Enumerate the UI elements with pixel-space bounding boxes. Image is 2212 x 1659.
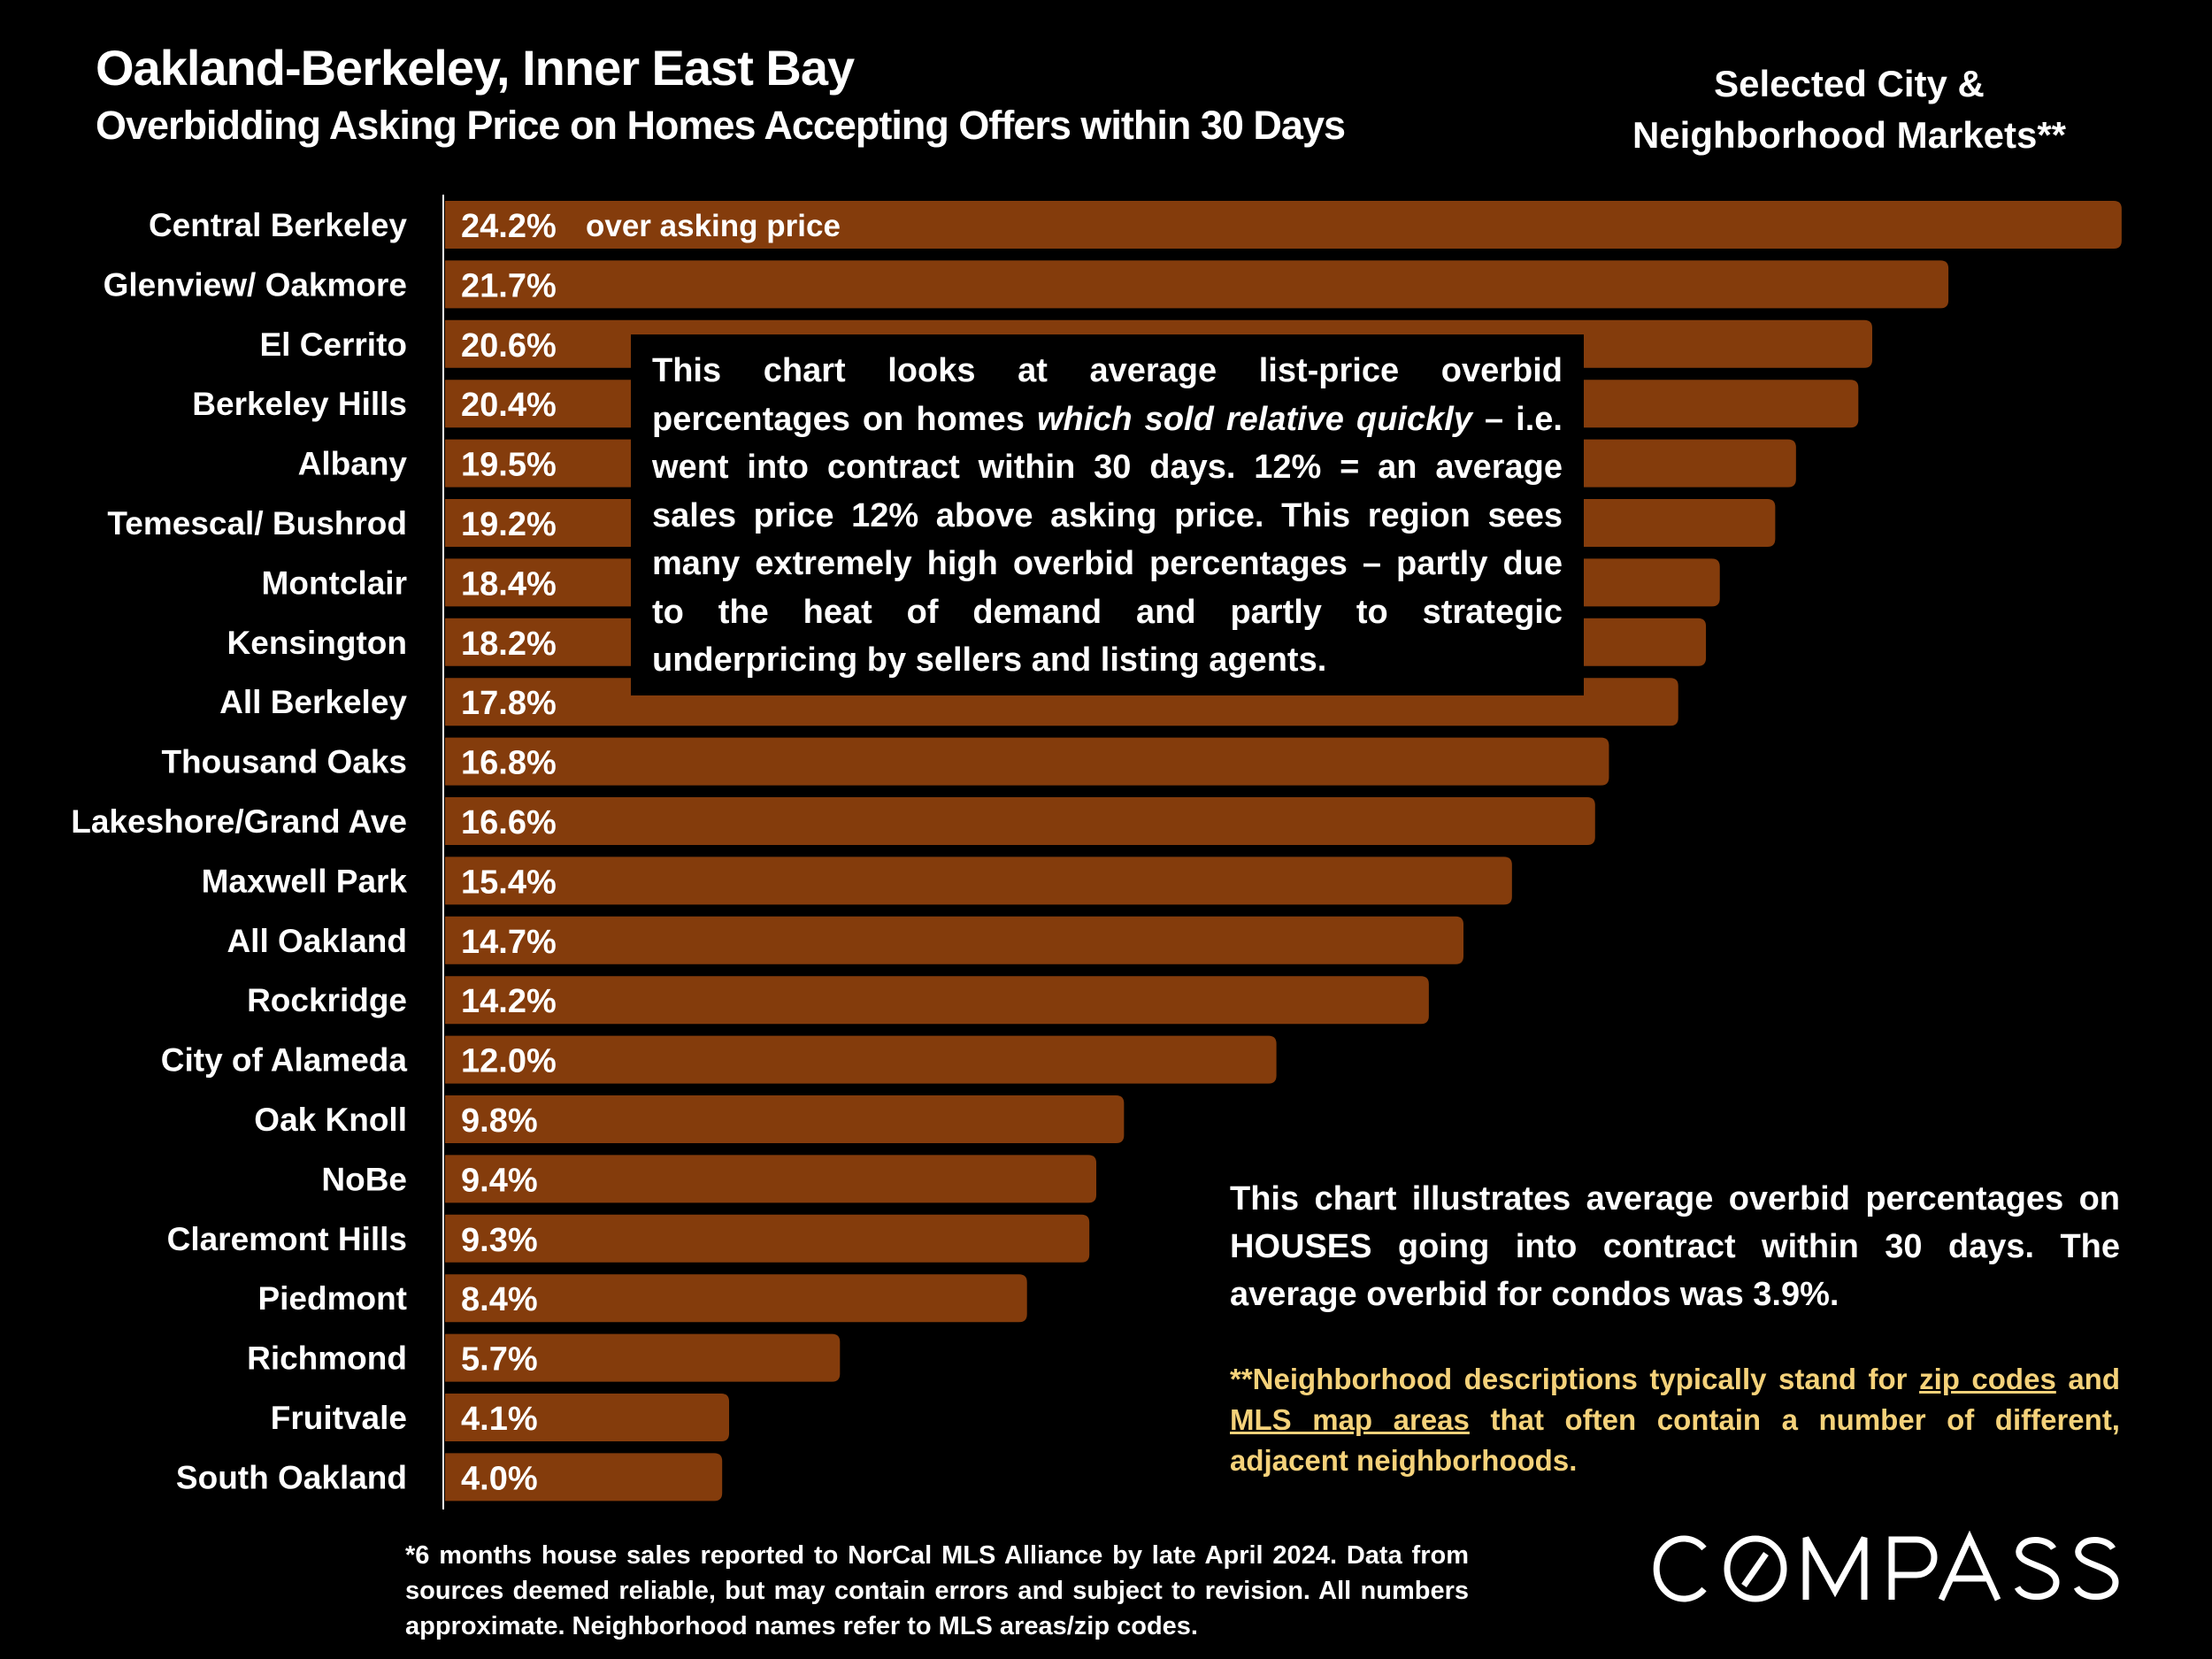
value-label: 19.2% <box>461 506 557 543</box>
category-label: All Berkeley <box>219 684 407 720</box>
neighborhood-note: **Neighborhood descriptions typically st… <box>1230 1359 2120 1481</box>
value-label: 12.0% <box>461 1043 557 1080</box>
zip-codes-link[interactable]: zip codes <box>1919 1363 2056 1395</box>
neighborhood-note-suffix: that often contain a number of different… <box>1230 1403 2120 1477</box>
bar-piedmont <box>445 1274 1027 1323</box>
neighborhood-note-mid: and <box>2055 1363 2120 1395</box>
value-label: 9.8% <box>461 1102 538 1140</box>
category-label: Fruitvale <box>271 1400 407 1436</box>
category-label: Glenview/ Oakmore <box>104 266 407 303</box>
category-label: Claremont Hills <box>167 1221 407 1257</box>
side-title-line1: Selected City & <box>1714 63 1985 104</box>
value-label: 16.8% <box>461 745 557 782</box>
category-label: All Oakland <box>227 923 407 959</box>
category-label: Central Berkeley <box>149 207 407 243</box>
bar-maxwell-park <box>445 856 1512 905</box>
value-label: 17.8% <box>461 685 557 722</box>
info-box: This chart looks at average list-price o… <box>631 334 1584 695</box>
side-title: Selected City & Neighborhood Markets** <box>1575 58 2124 161</box>
value-label: 24.2% <box>461 208 557 245</box>
value-label: 15.4% <box>461 864 557 901</box>
category-label: Lakeshore/Grand Ave <box>71 803 407 840</box>
value-label: 4.0% <box>461 1460 538 1497</box>
category-label: Richmond <box>247 1340 407 1377</box>
bar-oak-knoll <box>445 1095 1125 1143</box>
bar-central-berkeley <box>445 201 2122 249</box>
value-label: 14.7% <box>461 924 557 961</box>
bar-fruitvale <box>445 1394 730 1441</box>
category-label: City of Alameda <box>161 1042 408 1079</box>
category-label: Berkeley Hills <box>192 386 407 422</box>
value-label: 19.5% <box>461 447 557 484</box>
page-title: Oakland-Berkeley, Inner East Bay <box>96 40 855 96</box>
value-label: 18.2% <box>461 626 557 663</box>
value-label: 21.7% <box>461 267 557 304</box>
value-label: 14.2% <box>461 983 557 1020</box>
value-label: 20.6% <box>461 327 557 365</box>
category-label: Montclair <box>262 565 407 601</box>
value-label: 8.4% <box>461 1281 538 1318</box>
bar-rockridge <box>445 976 1429 1025</box>
category-label: NoBe <box>321 1161 407 1197</box>
bar-richmond <box>445 1333 841 1382</box>
bar-south-oakland <box>445 1453 723 1502</box>
side-title-line2: Neighborhood Markets** <box>1632 114 2067 156</box>
bar-claremont-hills <box>445 1214 1090 1263</box>
bar-lakeshore-grand-ave <box>445 797 1595 845</box>
neighborhood-note-prefix: **Neighborhood descriptions typically st… <box>1230 1363 1920 1395</box>
value-label: 4.1% <box>461 1401 538 1438</box>
value-label: 5.7% <box>461 1341 538 1379</box>
houses-note: This chart illustrates average overbid p… <box>1230 1180 2120 1313</box>
value-label: 18.4% <box>461 565 557 603</box>
bar-glenview-oakmore <box>445 260 1949 309</box>
info-text-part2: – i.e. went into contract within 30 days… <box>652 400 1563 680</box>
info-text-part1: This chart looks at average list-price o… <box>652 352 1563 438</box>
bar-nobe <box>445 1155 1097 1203</box>
category-label: South Oakland <box>176 1459 407 1495</box>
footnote: *6 months house sales reported to NorCal… <box>405 1541 1469 1640</box>
category-label: Piedmont <box>257 1280 407 1317</box>
bar-all-oakland <box>445 916 1464 964</box>
bar-thousand-oaks <box>445 737 1609 786</box>
category-label: Kensington <box>227 625 407 661</box>
category-label: Temescal/ Bushrod <box>107 505 407 541</box>
category-label: Oak Knoll <box>254 1102 407 1138</box>
page-subtitle: Overbidding Asking Price on Homes Accept… <box>96 103 1346 148</box>
bar-city-of-alameda <box>445 1035 1277 1084</box>
category-label: Rockridge <box>247 982 407 1018</box>
compass-logo <box>1653 1530 2119 1602</box>
mls-map-areas-link[interactable]: MLS map areas <box>1230 1403 1470 1436</box>
value-label: 20.4% <box>461 387 557 424</box>
value-label: 9.4% <box>461 1162 538 1199</box>
category-label: Albany <box>298 446 408 482</box>
category-label: Maxwell Park <box>202 863 408 899</box>
category-label: Thousand Oaks <box>161 744 407 780</box>
category-label: El Cerrito <box>259 326 407 363</box>
value-label: 16.6% <box>461 804 557 841</box>
info-text-italic: which sold relative quickly <box>1036 400 1472 438</box>
value-label: 9.3% <box>461 1222 538 1259</box>
over-asking-annotation: over asking price <box>586 209 841 243</box>
